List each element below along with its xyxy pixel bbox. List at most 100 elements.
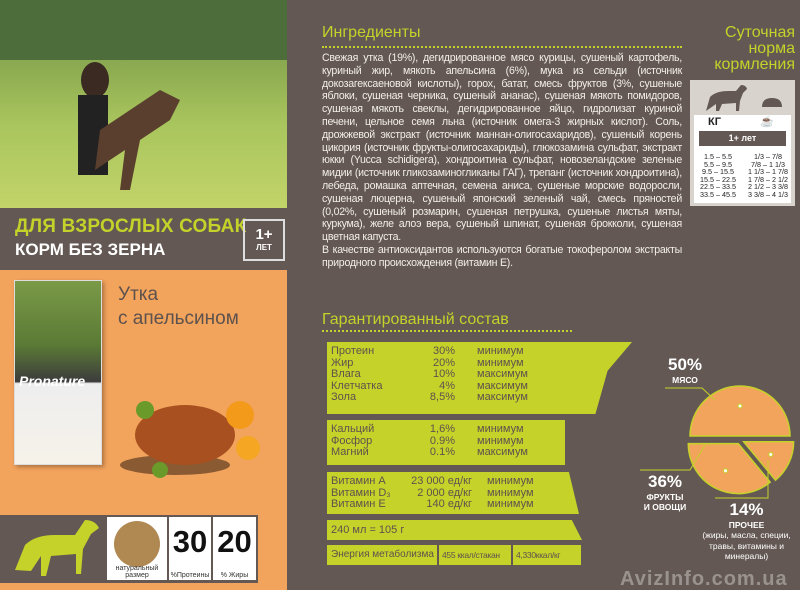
weight-column: 1.5 – 5.5 5.5 – 9.5 9.5 – 15.5 15.5 – 22.5 2… (696, 153, 740, 199)
nutrient-row: Зола 8,5% максимум (327, 391, 632, 404)
grain-free-subtitle: КОРМ БЕЗ ЗЕРНА (15, 240, 166, 259)
nutrient-row: Фосфор 0.9% минимум (327, 434, 565, 448)
nutrient-qual: максимум (477, 446, 528, 458)
dog-icon (706, 85, 747, 111)
category-title: ДЛЯ ВЗРОСЛЫХ СОБАК (15, 216, 247, 237)
nutrient-name: Протеин (331, 345, 375, 357)
nutrient-qual: минимум (477, 356, 524, 369)
product-name-line1: Утка (118, 284, 159, 305)
pie-slice-other (742, 440, 795, 482)
dog-photo (0, 0, 287, 208)
kibble-image (114, 521, 160, 567)
kibble-size-card: натуральный размер (107, 517, 167, 580)
nutrient-row: Кальций 1,6% минимум (327, 423, 565, 436)
nutrient-name: Фосфор (331, 434, 373, 447)
nutrient-name: Зола (331, 391, 357, 403)
nutrient-row: Жир 20% минимум (327, 356, 632, 370)
nutrient-value: 0.1% (429, 446, 455, 458)
nutrient-value: 4% (439, 379, 455, 392)
energy-label: Энергия метаболизма (327, 545, 437, 565)
nutrient-row: Магний 0.1% максимум (327, 446, 565, 459)
bag-brand: Pronature (19, 373, 86, 389)
weight-column-header: КГ (708, 116, 721, 128)
protein-card: 30 %Протеины (169, 517, 211, 580)
protein-caption: %Протеины (170, 572, 210, 579)
energy-per-cup: 455 ккал/стакан (439, 545, 511, 565)
feeding-title-line: кормления (714, 56, 795, 73)
nutrient-value: 20% (432, 356, 455, 369)
nutrient-panel: Протеин 30% минимум Жир 20% минимум Влага 10% ма… (327, 342, 632, 414)
food-bowl-icon (762, 98, 782, 107)
feeding-title: Суточная норма кормления (700, 25, 795, 73)
cup-amount: 1/3 – 7/8 (754, 152, 782, 161)
fruit-veg-text: ФРУКТЫ И ОВОЩИ (643, 492, 687, 512)
cup-amount: 1 7/8 – 2 1/2 (748, 174, 788, 184)
nutrient-qual: максимум (477, 368, 528, 380)
nutrient-qual: минимум (487, 486, 534, 499)
nutrient-name: Витамин D₃ (331, 486, 391, 499)
nutrient-row: Влага 10% максимум (327, 368, 632, 381)
nutrient-value: 8,5% (429, 391, 455, 403)
nutrient-name: Кальций (331, 423, 375, 435)
nutrient-qual: минимум (477, 345, 524, 357)
nutrient-qual: минимум (477, 423, 524, 435)
fruit-veg-label: 36% ФРУКТЫ И ОВОЩИ (640, 472, 690, 512)
nutrient-name: Клетчатка (331, 379, 383, 392)
dog-silhouette-icon (15, 520, 99, 576)
nutrient-name: Жир (331, 356, 354, 369)
antioxidants-note: В качестве антиоксидантов используются б… (322, 243, 682, 269)
nutrient-name: Магний (331, 446, 369, 458)
divider (322, 46, 682, 48)
ingredients-list: Свежая утка (19%), дегидрированное мясо … (322, 52, 682, 244)
minerals-panel: Кальций 1,6% минимум Фосфор 0.9% минимум Магни… (327, 420, 565, 465)
nutrient-qual: минимум (477, 434, 524, 447)
nutrient-value: 1,6% (429, 423, 455, 435)
other-pct: 14% (729, 500, 764, 519)
cup-amount: 3 3/8 – 4 1/3 (748, 189, 788, 199)
feeding-title-line: Суточная (725, 24, 795, 41)
meat-label: 50% МЯСО (655, 355, 715, 385)
other-note: (жиры, масла, специи, травы, витамины и … (702, 530, 791, 561)
feeding-title-line: норма (748, 40, 795, 57)
cup-amount: 2 1/2 – 3 3/8 (748, 182, 788, 192)
nutrient-name: Витамин E (331, 498, 386, 510)
roast-duck-image (120, 401, 260, 478)
ingredients-text: Свежая утка (19%), дегидрированное мясо … (322, 52, 682, 270)
ingredients-heading: Ингредиенты (322, 24, 421, 41)
weight-range: 5.5 – 9.5 (704, 159, 732, 169)
age-badge: 1+ ЛЕТ (243, 219, 285, 261)
other-text: ПРОЧЕЕ (728, 520, 765, 530)
product-bag-image: Pronature (14, 280, 102, 465)
vitamins-panel: Витамин A 23 000 ед/кг минимум Витамин D₃ 2 … (327, 472, 579, 514)
meat-text: МЯСО (672, 375, 698, 385)
pie-slice-meat (689, 385, 791, 437)
kibble-caption: натуральный размер (115, 565, 159, 579)
weight-range: 1.5 – 5.5 (704, 152, 732, 161)
weight-range: 22.5 – 33.5 (700, 182, 736, 192)
nutrient-row: Витамин E 140 ед/кг минимум (327, 498, 579, 511)
nutrient-value: 0.9% (429, 434, 455, 447)
weight-range: 15.5 – 22.5 (700, 174, 736, 184)
fat-card: 20 % Жиры (213, 517, 256, 580)
leader-line (715, 460, 769, 499)
pie-slice-fruit-veg (687, 442, 772, 495)
age-bar: 1+ лет (699, 131, 786, 146)
nutrient-value: 23 000 ед/кг (411, 475, 472, 487)
analysis-heading: Гарантированный состав (322, 311, 509, 328)
leader-dot (737, 403, 743, 409)
nutrient-row: Клетчатка 4% максимум (327, 379, 632, 393)
other-label: 14% ПРОЧЕЕ (жиры, масла, специи, травы, … (693, 500, 800, 562)
weight-range: 33.5 – 45.5 (700, 189, 736, 199)
cup-weight: 240 мл = 105 г (327, 520, 582, 540)
nutrient-qual: минимум (487, 475, 534, 487)
nutrient-row: Витамин D₃ 2 000 ед/кг минимум (327, 486, 579, 500)
leader-dot (768, 451, 774, 457)
nutrient-name: Влага (331, 368, 361, 380)
age-unit: ЛЕТ (256, 243, 272, 252)
protein-value: 30 (172, 524, 208, 559)
watermark: AvizInfo.com.ua (620, 568, 788, 590)
cups-column: 1/3 – 7/8 7/8 – 1 1/3 1 1/3 – 1 7/8 1 7/8 –… (744, 153, 792, 199)
divider (322, 330, 572, 332)
leader-line (640, 444, 706, 471)
